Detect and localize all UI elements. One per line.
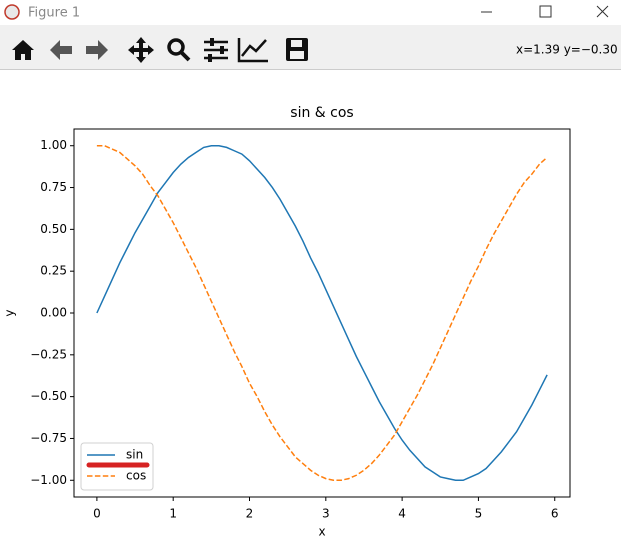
y-tick-label: 1.00: [40, 138, 67, 152]
y-axis-label: y: [3, 309, 17, 316]
y-tick-label: 0.25: [40, 264, 67, 278]
edit-axes-button[interactable]: [237, 38, 268, 63]
x-tick-label: 5: [475, 507, 483, 521]
forward-button[interactable]: [86, 40, 108, 60]
series-line: [96, 144, 548, 482]
save-button[interactable]: [286, 38, 308, 61]
y-tick-label: 0.00: [40, 306, 67, 320]
y-tick-label: 0.50: [40, 222, 67, 236]
home-button[interactable]: [12, 40, 34, 60]
x-tick-label: 2: [246, 507, 254, 521]
cursor-status: x=1.39 y=−0.30: [516, 43, 618, 57]
x-tick-label: 0: [93, 507, 101, 521]
maximize-button[interactable]: [539, 5, 552, 18]
x-tick-label: 1: [169, 507, 177, 521]
back-button[interactable]: [50, 40, 72, 60]
chart-title: sin & cos: [290, 105, 353, 121]
pan-button[interactable]: [128, 37, 154, 63]
zoom-button[interactable]: [167, 38, 185, 56]
y-tick-label: −1.00: [30, 473, 67, 487]
x-tick-label: 4: [398, 507, 406, 521]
legend: sin cos: [80, 442, 154, 491]
title-bar: [0, 0, 621, 25]
legend-label: cos: [126, 469, 146, 483]
x-tick-label: 3: [322, 507, 330, 521]
app-icon: [4, 4, 20, 20]
y-tick-label: −0.25: [30, 347, 67, 361]
close-button[interactable]: [596, 5, 609, 18]
x-axis-label: x: [318, 525, 325, 539]
y-tick-label: −0.50: [30, 389, 67, 403]
y-tick-label: −0.75: [30, 431, 67, 445]
plot-area: 0 1 2 3 4 5 6 1.00 0.75 0.50 0.25 0.00 −0.25 −0.50 −0.…: [30, 138, 558, 520]
y-tick-label: 0.75: [40, 180, 67, 194]
series-line: [96, 144, 548, 482]
x-tick-label: 6: [551, 507, 559, 521]
legend-label: sin: [126, 448, 143, 462]
window-title: Figure 1: [28, 6, 80, 21]
